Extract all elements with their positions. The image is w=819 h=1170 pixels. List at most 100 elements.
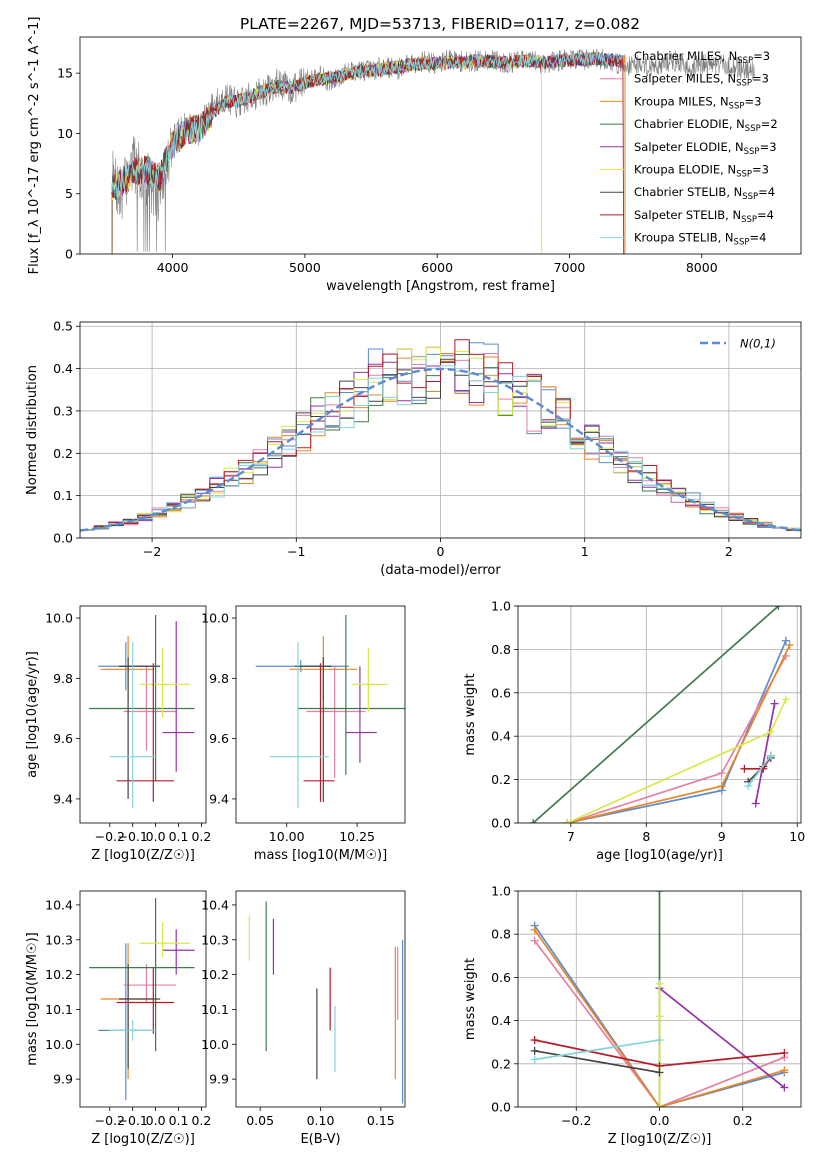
x-tick-label: 8000 (686, 260, 718, 275)
y-tick-label: 9.8 (209, 671, 229, 686)
errorbar-point (162, 621, 195, 772)
legend-model-name: Salpeter ELODIE, N (634, 140, 744, 154)
weight-point (655, 891, 664, 895)
plot-area (518, 606, 801, 823)
x-tick: 4000 (157, 254, 189, 275)
legend-count: =4 (758, 185, 775, 199)
weight-point (780, 1066, 789, 1075)
errorbar-point (139, 922, 190, 958)
x-tick: 9 (718, 823, 726, 844)
y-tick-label: 15 (57, 66, 73, 81)
y-tick: 1.0 (491, 599, 518, 614)
y-axis-label: Flux [f_λ 10^-17 erg cm^-2 s^-1 A^-1] (27, 17, 42, 275)
axes-frame (79, 890, 207, 1108)
weight-line (658, 987, 785, 1089)
x-tick-label: −0.2 (95, 829, 125, 844)
legend-subscript: SSP (742, 192, 758, 202)
x-tick-label: 0.2 (191, 1113, 211, 1128)
y-tick: 0.4 (491, 1013, 518, 1028)
x-tick-label: −2 (143, 544, 161, 559)
x-tick-label: 0.2 (733, 1113, 753, 1128)
y-tick-label: 0.1 (53, 488, 73, 503)
y-tick-label: 10.4 (201, 897, 229, 912)
y-tick-label: 9.4 (209, 791, 229, 806)
y-axis-label: age [log10(age/yr)] (25, 651, 40, 778)
x-axis-label: Z [log10(Z/Z☉)] (91, 1132, 195, 1147)
legend-subscript: SSP (736, 79, 752, 89)
normal-reference-curve (80, 367, 801, 532)
y-tick-label: 0.4 (491, 729, 511, 744)
y-tick-label: 9.8 (53, 671, 73, 686)
legend-count: =4 (757, 208, 774, 222)
legend-count: =3 (752, 163, 769, 177)
y-tick: 0.0 (491, 1100, 518, 1115)
y-tick: 10.2 (45, 967, 80, 982)
legend-model-name: Kroupa STELIB, N (634, 231, 734, 245)
legend-model-name: Chabrier STELIB, N (634, 185, 742, 199)
x-tick: 8 (642, 823, 650, 844)
y-tick: 10 (57, 126, 80, 141)
y-tick-label: 10.2 (201, 967, 229, 982)
y-tick: 10.1 (45, 1002, 80, 1017)
weight-point (766, 751, 775, 760)
x-tick-label: −0.2 (95, 1113, 125, 1128)
errorbar-point (89, 615, 195, 781)
legend-subscript: SSP (737, 56, 753, 66)
x-tick-label: 10.00 (269, 829, 305, 844)
y-tick-label: 0.0 (53, 531, 73, 546)
weight-point (751, 799, 760, 808)
y-tick-label: 1.0 (491, 884, 511, 899)
y-tick: 1.0 (491, 884, 518, 899)
weight-point (655, 979, 664, 988)
weight-line (532, 606, 779, 823)
errorbar-point (351, 648, 389, 712)
errorbar-point (109, 1019, 156, 1041)
legend-subscript: SSP (734, 238, 750, 248)
y-tick: 9.8 (209, 671, 236, 686)
x-tick-label: −1 (287, 544, 305, 559)
x-tick-label: 4000 (157, 260, 189, 275)
legend-entry: Salpeter ELODIE, NSSP=3 (634, 140, 777, 157)
weight-line (534, 1049, 660, 1074)
legend-count: =3 (753, 49, 770, 63)
weight-point (529, 819, 538, 823)
legend-subscript: SSP (744, 147, 760, 157)
y-tick-label: 10.0 (201, 1037, 229, 1052)
weight-point (770, 699, 779, 708)
panel-mass-vs-Z: −0.2−0.10.0 0.1 0.2 9.9 10.0 10.1 10.2 10.3 10.4… (25, 890, 211, 1147)
x-tick: 0.05 (246, 1107, 274, 1128)
histogram-line (80, 356, 801, 538)
legend-entry: Kroupa ELODIE, NSSP=3 (634, 163, 769, 180)
weight-point (717, 769, 726, 778)
y-tick: 0.8 (491, 927, 518, 942)
weight-point (780, 1049, 789, 1057)
legend-entry: Chabrier STELIB, NSSP=4 (634, 185, 775, 202)
weight-point (785, 641, 794, 650)
x-axis-label: Z [log10(Z/Z☉)] (91, 848, 195, 863)
weight-point (781, 695, 790, 704)
y-tick-label: 0.2 (491, 772, 511, 787)
y-tick-label: 0.2 (53, 446, 73, 461)
x-tick: 2 (725, 538, 733, 559)
x-tick-label: 2 (725, 544, 733, 559)
x-tick: 0.10 (307, 1107, 334, 1128)
y-axis-label: mass [log10(M/M☉)] (25, 932, 40, 1065)
y-tick-label: 0.4 (53, 361, 73, 376)
y-tick: 0.4 (491, 729, 518, 744)
y-tick-label: 0.0 (491, 816, 511, 831)
legend-subscript: SSP (745, 124, 761, 134)
y-tick-label: 10.0 (45, 1037, 73, 1052)
weight-point (740, 764, 749, 773)
x-tick: 0.2 (191, 823, 211, 844)
x-tick: 10 (789, 823, 805, 844)
x-tick: −2 (143, 538, 161, 559)
x-tick: 7000 (554, 254, 585, 275)
y-axis-label: mass weight (463, 958, 478, 1040)
errorbar-point (306, 666, 366, 778)
weight-point (530, 1055, 539, 1064)
x-axis-label: age [log10(age/yr)] (596, 848, 723, 863)
y-tick: 9.9 (209, 1072, 236, 1087)
y-tick: 9.4 (53, 791, 80, 806)
x-tick: −0.2 (95, 1107, 125, 1128)
